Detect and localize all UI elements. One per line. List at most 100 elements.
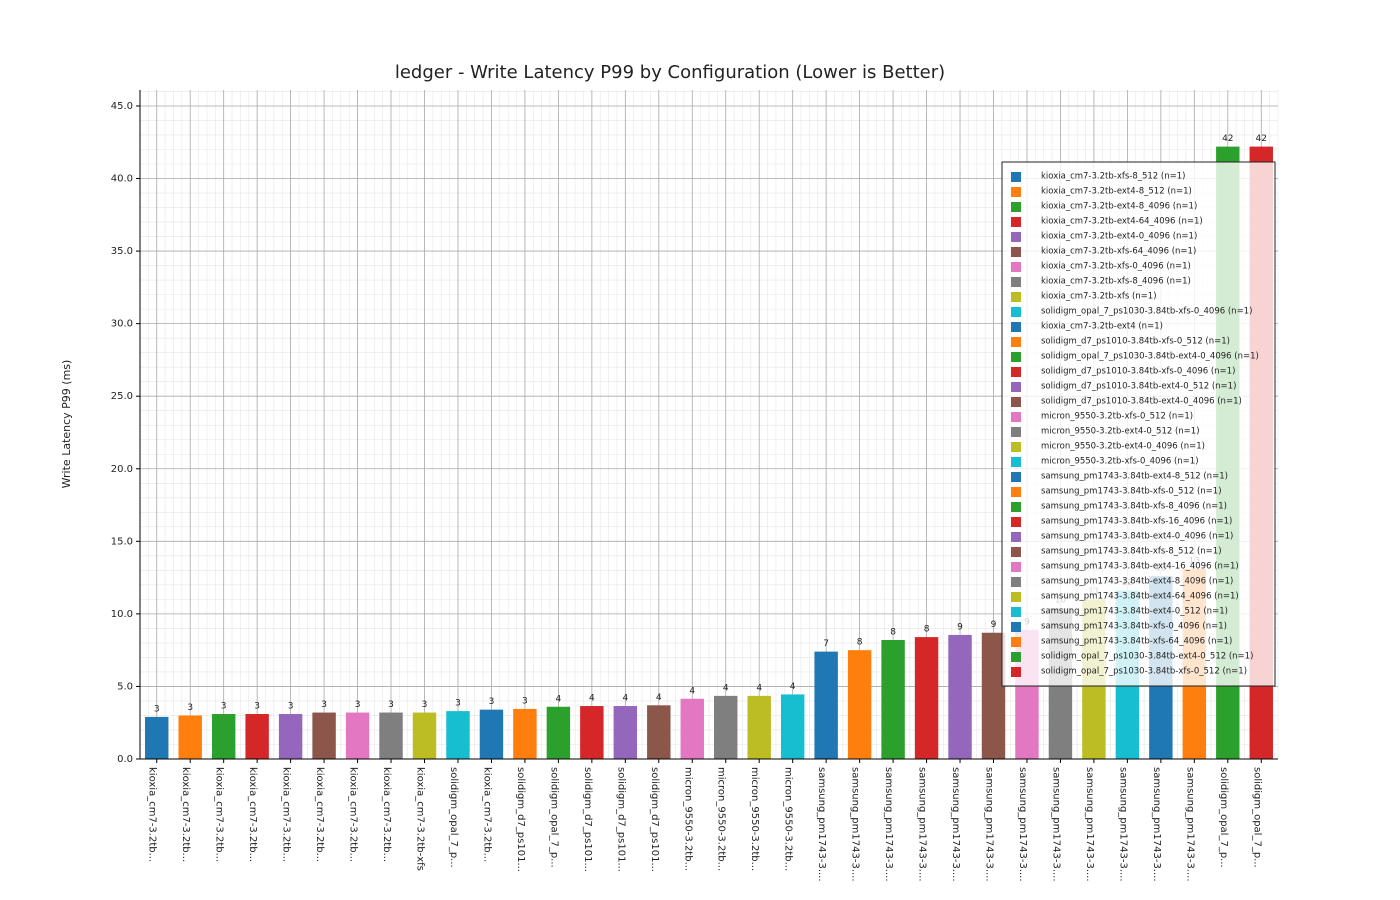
x-tick-label: solidigm_d7_ps101...	[582, 767, 593, 872]
value-label: 3	[154, 704, 160, 714]
x-tick-label: solidigm_opal_7_p...	[548, 767, 559, 868]
x-tick-label: kioxia_cm7-3.2tb...	[147, 767, 158, 862]
bar	[245, 714, 269, 759]
legend-label: kioxia_cm7-3.2tb-ext4-8_4096 (n=1)	[1041, 202, 1197, 212]
axes: 0.0 5.0 10.0 15.0 20.0 25.0 30.0 35.0 40.0 45.0 ki…	[111, 90, 1278, 882]
bar	[178, 715, 202, 759]
y-tick-label: 0.0	[117, 754, 133, 765]
value-label: 3	[489, 697, 495, 707]
value-label: 4	[756, 683, 762, 693]
x-tick-label: samsung_pm1743-3....	[1117, 767, 1128, 882]
bar	[847, 650, 872, 759]
legend-swatch	[1011, 262, 1021, 272]
value-label: 8	[924, 625, 930, 635]
legend-box	[1001, 161, 1276, 687]
legend-label: micron_9550-3.2tb-xfs-0_4096 (n=1)	[1041, 457, 1199, 467]
legend-label: samsung_pm1743-3.84tb-xfs-8_4096 (n=1)	[1041, 502, 1227, 512]
legend-label: kioxia_cm7-3.2tb-xfs-64_4096 (n=1)	[1041, 247, 1196, 257]
x-tick-label: solidigm_opal_7_p...	[1251, 767, 1262, 868]
legend-swatch	[1011, 337, 1021, 347]
x-tick-label: kioxia_cm7-3.2tb...	[180, 767, 191, 862]
value-label: 4	[723, 683, 729, 693]
x-tick-label: samsung_pm1743-3....	[1017, 767, 1028, 882]
bar	[613, 706, 638, 759]
legend-swatch	[1011, 217, 1021, 227]
legend-swatch	[1011, 412, 1021, 422]
legend-swatch	[1011, 367, 1021, 377]
bar	[680, 698, 704, 759]
legend-label: solidigm_d7_ps1010-3.84tb-xfs-0_512 (n=1…	[1041, 337, 1230, 347]
legend-label: solidigm_opal_7_ps1030-3.84tb-ext4-0_512…	[1041, 652, 1253, 662]
value-label: 3	[355, 700, 361, 710]
chart-title: ledger - Write Latency P99 by Configurat…	[395, 62, 945, 83]
y-tick-label: 15.0	[111, 536, 133, 547]
value-label: 3	[422, 700, 428, 710]
legend-swatch	[1011, 397, 1021, 407]
legend-swatch	[1011, 637, 1021, 647]
x-tick-label: kioxia_cm7-3.2tb...	[214, 767, 225, 862]
legend-swatch	[1011, 547, 1021, 557]
legend-label: samsung_pm1743-3.84tb-ext4-0_512 (n=1)	[1041, 607, 1228, 617]
legend-swatch	[1011, 232, 1021, 242]
bar	[714, 695, 738, 759]
legend-label: kioxia_cm7-3.2tb-ext4-0_4096 (n=1)	[1041, 232, 1197, 242]
y-tick-label: 20.0	[111, 464, 133, 475]
legend-swatch	[1011, 187, 1021, 197]
legend-swatch	[1011, 307, 1021, 317]
value-label: 3	[187, 703, 193, 713]
x-tick-label: micron_9550-3.2tb...	[749, 767, 760, 871]
legend-swatch	[1011, 427, 1021, 437]
legend-swatch	[1011, 652, 1021, 662]
legend-label: kioxia_cm7-3.2tb-ext4-64_4096 (n=1)	[1041, 217, 1203, 227]
value-label: 4	[622, 694, 628, 704]
x-tick-label: kioxia_cm7-3.2tb...	[481, 767, 492, 862]
legend-label: samsung_pm1743-3.84tb-xfs-0_512 (n=1)	[1041, 487, 1222, 497]
legend-swatch	[1011, 322, 1021, 332]
value-label: 7	[823, 639, 829, 649]
legend-label: solidigm_opal_7_ps1030-3.84tb-ext4-0_409…	[1041, 352, 1259, 362]
legend-swatch	[1011, 202, 1021, 212]
bar	[814, 651, 838, 759]
x-tick-label: samsung_pm1743-3....	[816, 767, 827, 882]
legend-label: solidigm_d7_ps1010-3.84tb-xfs-0_4096 (n=…	[1041, 367, 1235, 377]
legend-label: solidigm_d7_ps1010-3.84tb-ext4-0_512 (n=…	[1041, 382, 1236, 392]
value-label: 9	[991, 620, 997, 630]
legend-swatch	[1011, 442, 1021, 452]
x-tick-label: samsung_pm1743-3....	[1184, 767, 1195, 882]
value-label: 3	[455, 699, 461, 709]
y-axis-label: Write Latency P99 (ms)	[60, 360, 73, 489]
legend-label: samsung_pm1743-3.84tb-xfs-64_4096 (n=1)	[1041, 637, 1232, 647]
bar	[981, 632, 1006, 759]
value-label: 4	[556, 694, 562, 704]
legend-swatch	[1011, 352, 1021, 362]
legend-label: kioxia_cm7-3.2tb-xfs-8_4096 (n=1)	[1041, 277, 1191, 287]
legend-label: kioxia_cm7-3.2tb-xfs-8_512 (n=1)	[1041, 172, 1185, 182]
x-tick-label: solidigm_d7_ps101...	[615, 767, 626, 872]
legend-label: samsung_pm1743-3.84tb-ext4-8_4096 (n=1)	[1041, 577, 1233, 587]
x-tick-label: micron_9550-3.2tb...	[783, 767, 794, 871]
bar	[145, 716, 169, 759]
bar	[780, 694, 805, 759]
legend-label: samsung_pm1743-3.84tb-ext4-0_4096 (n=1)	[1041, 532, 1233, 542]
legend-swatch	[1011, 562, 1021, 572]
value-label: 4	[790, 682, 796, 692]
legend-label: micron_9550-3.2tb-xfs-0_512 (n=1)	[1041, 412, 1193, 422]
y-tick-label: 35.0	[111, 246, 133, 257]
x-tick-label: micron_9550-3.2tb...	[682, 767, 693, 871]
x-tick-label: samsung_pm1743-3....	[1084, 767, 1095, 882]
value-label: 3	[288, 702, 294, 712]
legend-swatch	[1011, 292, 1021, 302]
legend-swatch	[1011, 472, 1021, 482]
y-tick-label: 10.0	[111, 609, 133, 620]
x-tick-label: solidigm_opal_7_p...	[1218, 767, 1229, 868]
legend-swatch	[1011, 592, 1021, 602]
value-label: 3	[388, 700, 394, 710]
value-label: 4	[589, 694, 595, 704]
value-label: 3	[522, 696, 528, 706]
value-label: 9	[957, 622, 963, 632]
legend-label: micron_9550-3.2tb-ext4-0_4096 (n=1)	[1041, 442, 1205, 452]
x-tick-label: solidigm_d7_ps101...	[649, 767, 660, 872]
legend-label: samsung_pm1743-3.84tb-xfs-16_4096 (n=1)	[1041, 517, 1232, 527]
legend-label: solidigm_opal_7_ps1030-3.84tb-xfs-0_512 …	[1041, 667, 1247, 677]
